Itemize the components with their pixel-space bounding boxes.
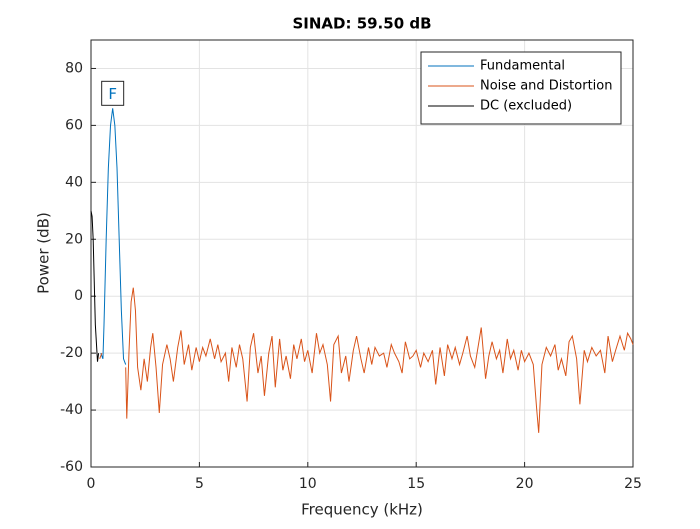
x-tick-label: 0 <box>87 476 96 492</box>
y-tick-label: 0 <box>74 288 83 304</box>
x-tick-label: 25 <box>624 476 642 492</box>
series-line <box>90 210 100 362</box>
y-axis-label: Power (dB) <box>35 212 53 294</box>
chart-title: SINAD: 59.50 dB <box>292 15 431 33</box>
y-tick-label: 40 <box>65 174 83 190</box>
y-tick-label: 80 <box>65 60 83 76</box>
y-tick-label: 60 <box>65 117 83 133</box>
series-line <box>100 108 127 365</box>
y-tick-label: 20 <box>65 231 83 247</box>
y-tick-label: -60 <box>60 459 83 475</box>
axes-box <box>90 39 634 468</box>
series-line <box>99 287 634 433</box>
x-tick-label: 20 <box>516 476 534 492</box>
y-tick-label: -40 <box>60 402 83 418</box>
legend-label: Fundamental <box>480 59 565 74</box>
x-tick-label: 5 <box>195 476 204 492</box>
y-tick-label: -20 <box>60 345 83 361</box>
x-tick-label: 10 <box>299 476 317 492</box>
x-axis-label: Frequency (kHz) <box>301 501 423 519</box>
legend-label: DC (excluded) <box>480 99 572 114</box>
annotation-box <box>101 80 125 106</box>
legend-label: Noise and Distortion <box>480 79 612 94</box>
annotation-text: F <box>108 85 117 103</box>
x-tick-label: 15 <box>407 476 425 492</box>
legend-box <box>420 51 622 125</box>
